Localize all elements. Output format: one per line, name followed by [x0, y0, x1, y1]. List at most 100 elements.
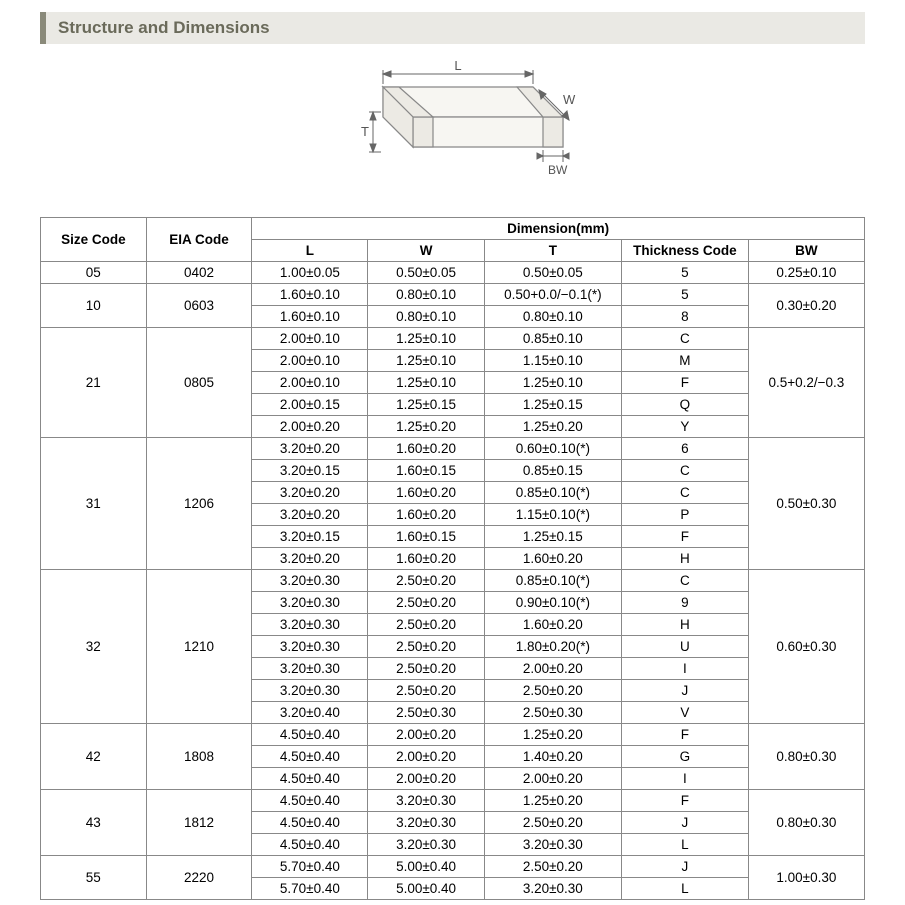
- cell-bw: 0.80±0.30: [748, 724, 864, 790]
- cell-W: 3.20±0.30: [368, 834, 484, 856]
- cell-L: 4.50±0.40: [252, 724, 368, 746]
- cell-T: 0.85±0.15: [484, 460, 621, 482]
- cell-T: 3.20±0.30: [484, 834, 621, 856]
- cell-W: 1.25±0.15: [368, 394, 484, 416]
- cell-W: 2.00±0.20: [368, 724, 484, 746]
- cell-T: 1.25±0.20: [484, 790, 621, 812]
- cell-L: 4.50±0.40: [252, 746, 368, 768]
- cell-TC: M: [622, 350, 749, 372]
- cell-T: 2.50±0.30: [484, 702, 621, 724]
- cell-L: 1.00±0.05: [252, 262, 368, 284]
- cell-TC: F: [622, 372, 749, 394]
- cell-W: 2.50±0.20: [368, 680, 484, 702]
- cell-TC: L: [622, 878, 749, 900]
- cell-W: 0.50±0.05: [368, 262, 484, 284]
- cell-T: 1.25±0.20: [484, 724, 621, 746]
- cell-size-code: 55: [41, 856, 147, 900]
- cell-W: 1.60±0.20: [368, 504, 484, 526]
- cell-W: 1.60±0.20: [368, 548, 484, 570]
- cell-T: 0.50±0.05: [484, 262, 621, 284]
- cell-TC: P: [622, 504, 749, 526]
- cell-size-code: 32: [41, 570, 147, 724]
- cell-T: 1.25±0.15: [484, 394, 621, 416]
- cell-TC: Y: [622, 416, 749, 438]
- cell-eia-code: 0603: [146, 284, 252, 328]
- cell-L: 2.00±0.20: [252, 416, 368, 438]
- cell-T: 0.60±0.10(*): [484, 438, 621, 460]
- component-diagram: L W T BW: [0, 52, 905, 207]
- cell-TC: J: [622, 680, 749, 702]
- table-row: 5522205.70±0.405.00±0.402.50±0.20J1.00±0…: [41, 856, 865, 878]
- cell-TC: J: [622, 856, 749, 878]
- cell-bw: 0.80±0.30: [748, 790, 864, 856]
- cell-T: 1.15±0.10: [484, 350, 621, 372]
- cell-TC: H: [622, 614, 749, 636]
- label-L: L: [454, 58, 461, 73]
- cell-L: 3.20±0.15: [252, 460, 368, 482]
- cell-W: 0.80±0.10: [368, 284, 484, 306]
- section-title: Structure and Dimensions: [40, 12, 865, 44]
- cell-T: 0.85±0.10(*): [484, 482, 621, 504]
- cell-eia-code: 0805: [146, 328, 252, 438]
- col-thickness-code: Thickness Code: [622, 240, 749, 262]
- cell-TC: 8: [622, 306, 749, 328]
- cell-size-code: 21: [41, 328, 147, 438]
- cell-TC: C: [622, 328, 749, 350]
- cell-size-code: 42: [41, 724, 147, 790]
- cell-T: 2.00±0.20: [484, 658, 621, 680]
- cell-T: 0.90±0.10(*): [484, 592, 621, 614]
- cell-bw: 0.30±0.20: [748, 284, 864, 328]
- cell-T: 2.00±0.20: [484, 768, 621, 790]
- cell-L: 3.20±0.20: [252, 548, 368, 570]
- dimensions-table: Size Code EIA Code Dimension(mm) L W T T…: [40, 217, 865, 900]
- cell-W: 2.50±0.20: [368, 658, 484, 680]
- cell-T: 1.25±0.20: [484, 416, 621, 438]
- cell-T: 0.85±0.10(*): [484, 570, 621, 592]
- cell-T: 3.20±0.30: [484, 878, 621, 900]
- cell-size-code: 10: [41, 284, 147, 328]
- cell-TC: 5: [622, 284, 749, 306]
- cell-L: 2.00±0.10: [252, 350, 368, 372]
- cell-W: 2.50±0.20: [368, 570, 484, 592]
- table-row: 2108052.00±0.101.25±0.100.85±0.10C0.5+0.…: [41, 328, 865, 350]
- cell-L: 3.20±0.30: [252, 636, 368, 658]
- cell-size-code: 43: [41, 790, 147, 856]
- cell-T: 1.60±0.20: [484, 548, 621, 570]
- cell-W: 1.60±0.15: [368, 526, 484, 548]
- table-row: 0504021.00±0.050.50±0.050.50±0.0550.25±0…: [41, 262, 865, 284]
- cell-W: 3.20±0.30: [368, 790, 484, 812]
- cell-L: 2.00±0.15: [252, 394, 368, 416]
- cell-T: 1.60±0.20: [484, 614, 621, 636]
- col-BW: BW: [748, 240, 864, 262]
- cell-TC: L: [622, 834, 749, 856]
- table-row: 1006031.60±0.100.80±0.100.50+0.0/−0.1(*)…: [41, 284, 865, 306]
- cell-TC: I: [622, 658, 749, 680]
- cell-W: 2.00±0.20: [368, 768, 484, 790]
- cell-W: 2.50±0.20: [368, 636, 484, 658]
- cell-TC: G: [622, 746, 749, 768]
- cell-L: 1.60±0.10: [252, 284, 368, 306]
- cell-eia-code: 1206: [146, 438, 252, 570]
- cell-L: 3.20±0.30: [252, 680, 368, 702]
- table-row: 4318124.50±0.403.20±0.301.25±0.20F0.80±0…: [41, 790, 865, 812]
- col-L: L: [252, 240, 368, 262]
- cell-T: 2.50±0.20: [484, 680, 621, 702]
- cell-TC: Q: [622, 394, 749, 416]
- cell-W: 2.50±0.30: [368, 702, 484, 724]
- table-row: 3112063.20±0.201.60±0.200.60±0.10(*)60.5…: [41, 438, 865, 460]
- cell-TC: F: [622, 790, 749, 812]
- cell-W: 5.00±0.40: [368, 856, 484, 878]
- cell-W: 3.20±0.30: [368, 812, 484, 834]
- cell-W: 1.25±0.10: [368, 350, 484, 372]
- cell-T: 1.40±0.20: [484, 746, 621, 768]
- cell-TC: 6: [622, 438, 749, 460]
- cell-L: 3.20±0.30: [252, 570, 368, 592]
- col-eia-code: EIA Code: [146, 218, 252, 262]
- cell-L: 3.20±0.20: [252, 438, 368, 460]
- cell-T: 2.50±0.20: [484, 812, 621, 834]
- cell-L: 3.20±0.40: [252, 702, 368, 724]
- cell-T: 1.25±0.15: [484, 526, 621, 548]
- cell-TC: H: [622, 548, 749, 570]
- cell-L: 3.20±0.15: [252, 526, 368, 548]
- cell-TC: F: [622, 526, 749, 548]
